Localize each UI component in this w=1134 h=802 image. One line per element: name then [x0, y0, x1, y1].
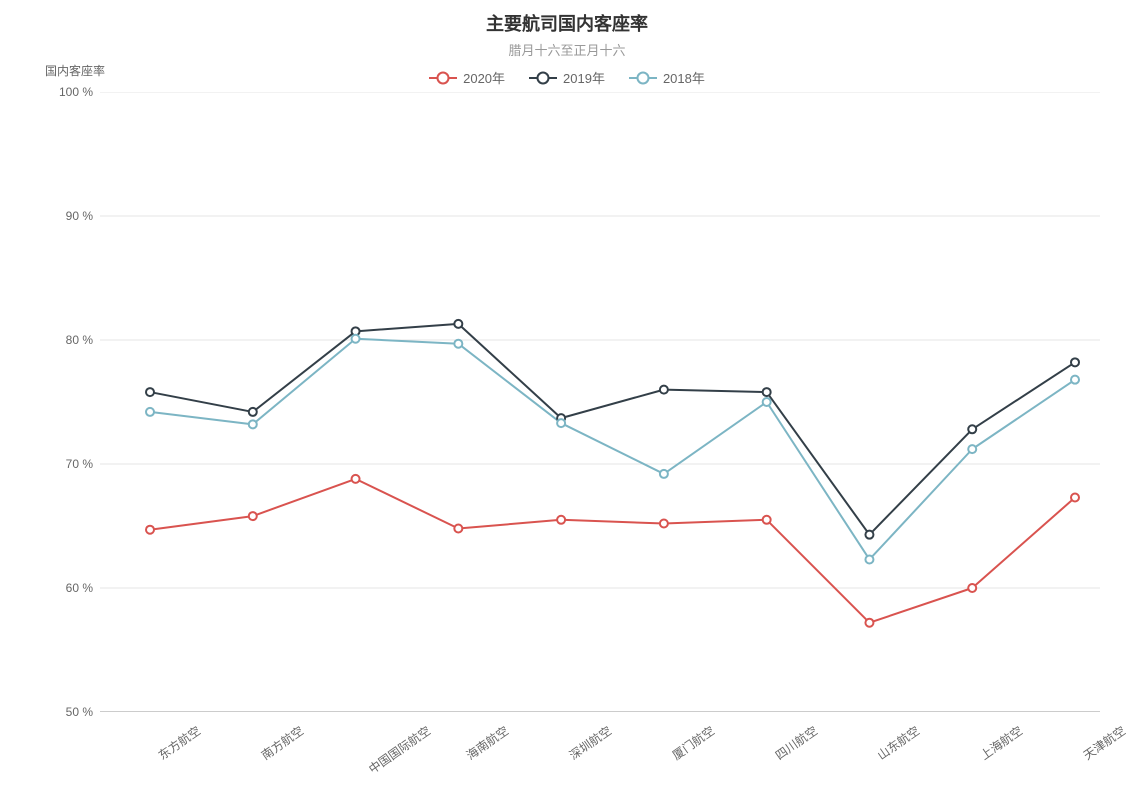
legend-swatch [629, 71, 657, 85]
x-tick-label: 南方航空 [257, 722, 306, 763]
x-tick-label: 天津航空 [1080, 722, 1129, 763]
chart-subtitle: 腊月十六至正月十六 [0, 40, 1134, 59]
x-tick-label: 东方航空 [155, 722, 204, 763]
chart-legend: 2020年 2019年 2018年 [0, 68, 1134, 87]
y-tick-label: 100 % [45, 85, 93, 99]
x-tick-label: 厦门航空 [669, 722, 718, 763]
x-tick-label: 上海航空 [977, 722, 1026, 763]
legend-item[interactable]: 2018年 [629, 68, 705, 87]
chart-container: 主要航司国内客座率 腊月十六至正月十六 2020年 2019年 2018年 国内客座… [0, 0, 1134, 802]
legend-label: 2018年 [663, 68, 705, 87]
x-tick-label: 山东航空 [874, 722, 923, 763]
y-tick-label: 50 % [45, 705, 93, 719]
x-tick-label: 海南航空 [463, 722, 512, 763]
x-tick-label: 中国国际航空 [365, 722, 434, 777]
legend-item[interactable]: 2020年 [429, 68, 505, 87]
y-tick-label: 90 % [45, 209, 93, 223]
legend-swatch [529, 71, 557, 85]
chart-plot-area [100, 92, 1100, 712]
legend-label: 2019年 [563, 68, 605, 87]
x-tick-label: 四川航空 [771, 722, 820, 763]
legend-label: 2020年 [463, 68, 505, 87]
y-tick-label: 70 % [45, 457, 93, 471]
legend-item[interactable]: 2019年 [529, 68, 605, 87]
y-tick-label: 60 % [45, 581, 93, 595]
y-axis-title: 国内客座率 [45, 62, 105, 79]
legend-swatch [429, 71, 457, 85]
y-tick-label: 80 % [45, 333, 93, 347]
x-tick-label: 深圳航空 [566, 722, 615, 763]
chart-title: 主要航司国内客座率 [0, 10, 1134, 36]
